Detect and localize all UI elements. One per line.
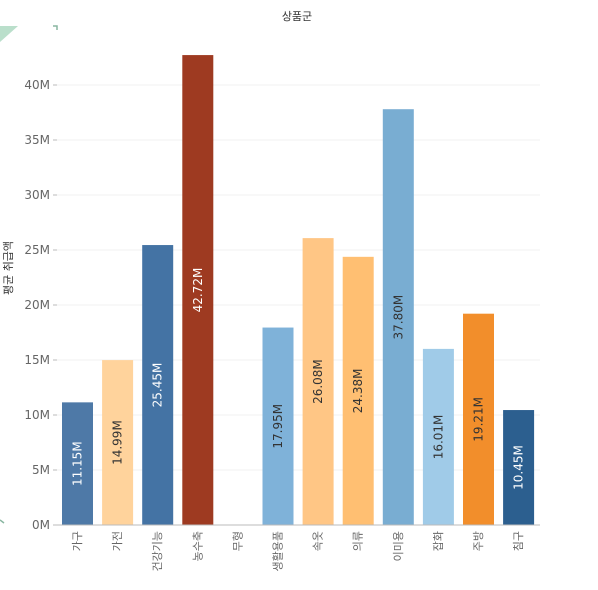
bar — [463, 313, 494, 525]
bar-value-label: 17.95M — [271, 404, 285, 449]
bar-value-label: 16.01M — [431, 415, 445, 460]
chart-title: 상품군 — [282, 10, 312, 23]
y-tick-label: 30M — [24, 188, 50, 202]
bar-value-label: 19.21M — [472, 397, 486, 442]
bar — [382, 109, 414, 525]
x-tick-label: 생활용품 — [271, 531, 285, 571]
bar — [142, 245, 174, 526]
bar — [182, 55, 214, 526]
y-axis: 0M 5M 10M 15M 20M 25M 30M 35M 40M — [24, 78, 57, 532]
bar-value-label: 10.45M — [512, 445, 526, 490]
y-tick-label: 20M — [24, 298, 50, 312]
bar-value-label: 14.99M — [111, 420, 125, 465]
x-tick-label: 농수축 — [191, 531, 204, 561]
corner-marker-icon — [0, 26, 18, 42]
bar — [102, 360, 134, 525]
x-tick-label: 가전 — [111, 531, 124, 551]
bar — [422, 348, 454, 525]
x-tick-label: 이미용 — [392, 531, 405, 561]
x-tick-label: 속옷 — [312, 531, 325, 551]
x-tick-label: 잡화 — [432, 531, 445, 551]
y-tick-label: 15M — [24, 353, 50, 367]
bar-value-label: 11.15M — [71, 441, 85, 486]
y-tick-label: 5M — [32, 463, 50, 477]
x-tick-label: 주방 — [472, 531, 485, 551]
bar-value-label: 26.08M — [311, 359, 325, 404]
bar-value-label: 25.45M — [151, 363, 165, 408]
corner-bracket-icon — [0, 519, 5, 524]
x-tick-label: 가구 — [71, 531, 84, 551]
grid-lines — [57, 84, 540, 471]
y-tick-label: 0M — [32, 518, 50, 532]
y-tick-label: 25M — [24, 243, 50, 257]
x-tick-label: 무형 — [231, 531, 244, 551]
y-axis-label: 평균 취급액 — [2, 241, 15, 295]
x-tick-label: 침구 — [512, 531, 525, 551]
x-tick-label: 건강기능 — [151, 531, 164, 571]
y-tick-label: 40M — [24, 78, 50, 92]
bar — [342, 256, 374, 525]
bar — [302, 238, 334, 525]
bar-value-label: 42.72M — [191, 268, 205, 313]
x-tick-label: 의류 — [352, 531, 365, 551]
bar-value-label: 24.38M — [351, 369, 365, 414]
bar — [503, 410, 535, 525]
bars: 11.15M 14.99M 25.45M 42.72M 17.95M 26.08M 24.3… — [62, 55, 535, 526]
bar — [262, 327, 294, 525]
bar — [62, 402, 93, 525]
x-axis: 가구 가전 건강기능 농수축 무형 생활용품 속옷 의류 이미용 잡화 주방 침구 — [71, 531, 525, 571]
y-tick-label: 10M — [24, 408, 50, 422]
y-tick-label: 35M — [24, 133, 50, 147]
corner-bracket-icon — [53, 25, 58, 30]
bar-value-label: 37.80M — [391, 295, 405, 340]
